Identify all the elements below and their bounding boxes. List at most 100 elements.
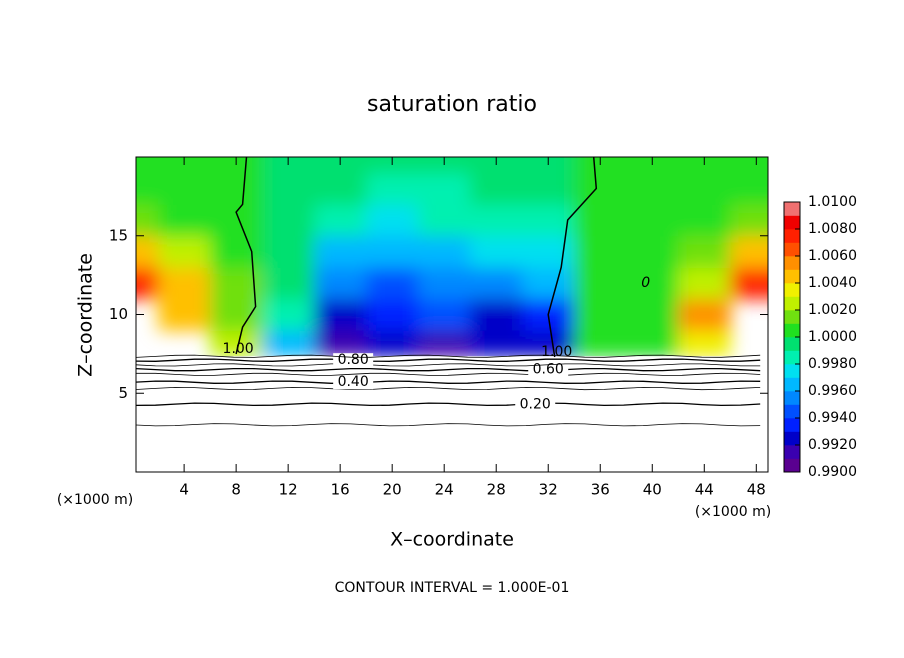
colorbar-swatch [784,296,800,311]
field-cell [314,204,367,237]
field-cell [730,204,768,237]
annotation: 0 [641,275,650,291]
colorbar-swatch [784,202,800,216]
field-cell [574,235,627,268]
field-cell [418,298,471,331]
colorbar-tick-label: 1.0040 [808,275,857,291]
colorbar-swatch [784,404,800,419]
x-tick-label: 8 [231,481,241,499]
field-cell [470,330,523,357]
x-axis-title: X–coordinate [390,529,514,551]
field-cell [418,267,471,300]
contour-line [136,386,761,391]
field-cell [366,204,419,237]
x-unit-label: (×1000 m) [57,492,133,508]
field-cell [314,235,367,268]
field-cell [470,204,523,237]
x-tick-label: 12 [279,481,298,499]
field-cell [678,172,731,205]
colorbar-swatch [784,458,800,473]
field-cell [262,172,315,205]
field-cell [158,172,211,205]
field-cell [678,235,731,268]
colorbar-swatch [784,229,800,243]
x-tick-label: 44 [695,481,714,499]
field-cell [522,235,575,268]
field-cell [136,204,159,237]
field-cell [210,157,263,174]
contour-label: 0.80 [338,352,369,368]
colorbar-swatch [784,445,800,459]
field-cell [470,267,523,300]
field-cell [730,235,768,268]
contour-line [136,354,761,358]
y-tick-label: 10 [109,305,128,323]
contour-line [136,423,761,427]
field-cell [418,235,471,268]
x-tick-label: 48 [747,481,766,499]
contour-label-bg [528,362,569,377]
colorbar-swatch [784,269,800,284]
colorbar-tick-label: 0.9900 [808,464,857,480]
colorbar-tick-label: 0.9940 [808,410,857,426]
contour-label: 0.20 [520,396,551,412]
field-cell [626,157,679,174]
field-cell [418,157,471,174]
field-cell [262,298,315,331]
field-cell [262,330,315,357]
colorbar-swatch [784,310,800,324]
y-tick-label: 15 [109,226,128,244]
field-cell [470,235,523,268]
field-cell [574,172,627,205]
colorbar-swatch [784,364,800,378]
plot-frame [135,156,769,473]
x-tick-label: 16 [331,481,350,499]
contour-label-bg [333,375,374,390]
colorbar-swatch [784,337,800,351]
colorbar-tick-label: 1.0000 [808,329,857,345]
contour-line [136,372,761,376]
field-cell [136,267,159,300]
field-cell [210,172,263,205]
field-cell [136,235,159,268]
field-cell [314,172,367,205]
field-cell [574,204,627,237]
field-cell [574,298,627,331]
y-axis-title: Z–coordinate [75,253,97,377]
field-cell [678,157,731,174]
field-cell [470,157,523,174]
field-cell [574,157,627,174]
field-cell [626,172,679,205]
field-cell [470,172,523,205]
x-tick-label: 32 [539,481,558,499]
colorbar-swatch [784,283,800,297]
field-cell [418,204,471,237]
field-cell [522,157,575,174]
field-cell [418,330,471,357]
x-tick-label: 20 [383,481,402,499]
colorbar-tick-label: 1.0080 [808,221,857,237]
field-cell [158,267,211,300]
field-cell [418,172,471,205]
field-cell [366,235,419,268]
field-cell [574,330,627,357]
colorbar-swatch [784,215,800,230]
colorbar-swatch [784,256,800,270]
x-tick-label: 24 [435,481,454,499]
field-cell [366,172,419,205]
field-cell [158,204,211,237]
colorbar-tick-label: 1.0020 [808,302,857,318]
ratio-contour [235,157,257,355]
field-cell [730,157,768,174]
contour-line [136,380,761,384]
field-cell [262,267,315,300]
contour-label: 1.00 [541,344,572,360]
colorbar-swatch [784,377,800,392]
field-cell [522,267,575,300]
y-tick-label: 5 [118,384,128,402]
field-cell [522,330,575,357]
field-cell [262,235,315,268]
field-cell [626,235,679,268]
colorbar-swatch [784,418,800,432]
